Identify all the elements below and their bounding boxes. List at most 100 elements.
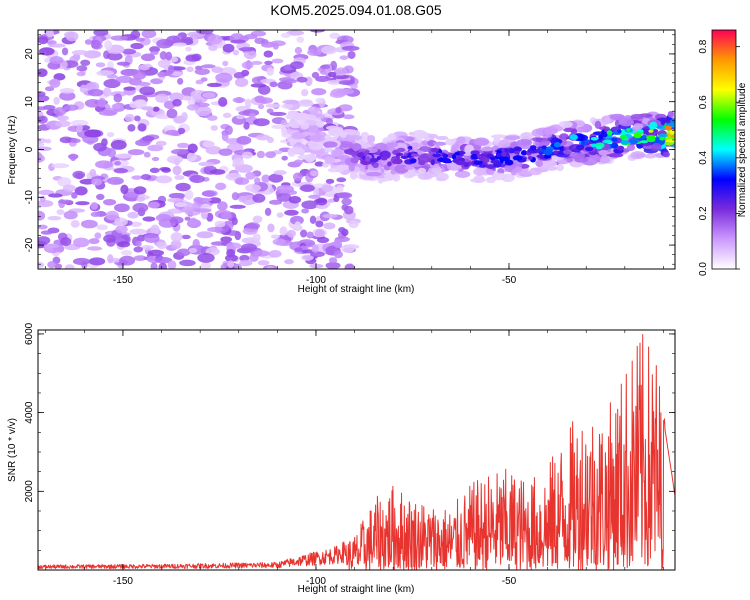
heatmap-noise-cell xyxy=(236,114,245,120)
heatmap-noise-cell xyxy=(242,151,253,159)
heatmap-noise-cell xyxy=(276,192,292,202)
heatmap-noise-cell xyxy=(156,241,168,250)
heatmap-noise-cell xyxy=(269,111,287,117)
heatmap-noise-cell xyxy=(116,61,131,66)
heatmap-noise-cell xyxy=(130,30,141,40)
heatmap-core-cell xyxy=(620,140,630,145)
heatmap-core-cell xyxy=(520,150,528,156)
heatmap-noise-cell xyxy=(273,170,287,176)
heatmap-noise-cell xyxy=(131,175,143,180)
heatmap-noise-cell xyxy=(38,68,48,77)
x-tick-label: -50 xyxy=(502,576,517,587)
heatmap-core-cell xyxy=(633,132,642,139)
heatmap-signal-cell xyxy=(412,129,427,139)
heatmap-noise-cell xyxy=(38,142,45,147)
heatmap-noise-cell xyxy=(229,204,246,209)
heatmap-core-cell xyxy=(553,150,559,155)
heatmap-core-cell xyxy=(452,159,459,163)
heatmap-noise-cell xyxy=(70,119,89,127)
colorbar-tick-label: 0.6 xyxy=(698,95,709,109)
heatmap-noise-cell xyxy=(309,263,324,269)
heatmap-noise-cell xyxy=(321,184,334,193)
heatmap-noise-cell xyxy=(143,233,160,243)
heatmap-signal-cell xyxy=(598,149,609,156)
heatmap-noise-cell xyxy=(38,224,48,230)
heatmap-noise-cell xyxy=(283,79,298,84)
heatmap-noise-cell xyxy=(165,51,173,61)
heatmap-noise-cell xyxy=(90,39,101,49)
heatmap-noise-cell xyxy=(54,263,63,269)
heatmap-noise-cell xyxy=(51,163,70,169)
heatmap-noise-cell xyxy=(88,238,100,245)
heatmap-noise-cell xyxy=(175,182,191,192)
snr-panel: -150 -100 -50 2000 4000 6000 Height of strai… xyxy=(7,322,676,595)
heatmap-noise-cell xyxy=(336,185,344,193)
heatmap-signal-cell xyxy=(302,131,311,137)
heatmap-core-cell xyxy=(584,146,594,152)
heatmap-signal-cell xyxy=(288,120,303,129)
heatmap-noise-cell xyxy=(147,144,164,152)
heatmap-noise-cell xyxy=(197,252,215,263)
heatmap-noise-cell xyxy=(230,39,247,44)
heatmap-core-cell xyxy=(442,157,452,164)
heatmap-noise-cell xyxy=(307,49,322,56)
heatmap-core-cell xyxy=(666,138,675,143)
heatmap-signal-cell xyxy=(544,161,558,167)
heatmap-noise-cell xyxy=(113,93,123,103)
heatmap-noise-cell xyxy=(250,83,267,88)
heatmap-noise-cell xyxy=(341,198,352,206)
heatmap-noise-cell xyxy=(265,151,277,159)
heatmap-noise-cell xyxy=(149,167,160,174)
heatmap-noise-cell xyxy=(208,197,222,204)
heatmap-core-cell xyxy=(400,155,409,160)
heatmap-noise-cell xyxy=(301,254,314,261)
heatmap-noise-cell xyxy=(72,170,86,179)
heatmap-noise-cell xyxy=(165,129,180,136)
heatmap-noise-cell xyxy=(252,233,261,242)
heatmap-noise-cell xyxy=(72,257,91,266)
heatmap-signal-cell xyxy=(491,134,507,139)
chart-title: KOM5.2025.094.01.08.G05 xyxy=(270,2,441,18)
heatmap-noise-cell xyxy=(231,192,240,201)
heatmap-core-cell xyxy=(598,134,604,140)
heatmap-core-cell xyxy=(504,159,513,166)
heatmap-noise-cell xyxy=(264,60,273,65)
heatmap-noise-cell xyxy=(143,151,151,158)
heatmap-noise-cell xyxy=(56,209,65,215)
heatmap-noise-cell xyxy=(103,87,112,97)
heatmap-noise-cell xyxy=(171,148,189,155)
heatmap-noise-cell xyxy=(147,249,165,257)
heatmap-signal-cell xyxy=(387,133,397,141)
heatmap-core-cell xyxy=(407,153,413,158)
heatmap-noise-cell xyxy=(322,213,338,219)
y-tick-label: 6000 xyxy=(24,322,35,345)
heatmap-noise-cell xyxy=(333,239,342,248)
heatmap-noise-cell xyxy=(159,51,168,60)
heatmap-noise-cell xyxy=(268,199,283,205)
y-tick-label: 20 xyxy=(24,48,35,60)
heatmap-noise-cell xyxy=(266,67,274,76)
heatmap-noise-cell xyxy=(281,32,291,39)
spectrogram-y-ticks: -20 -10 0 10 20 xyxy=(24,34,675,265)
heatmap-noise-cell xyxy=(38,152,43,163)
heatmap-signal-cell xyxy=(480,146,494,152)
heatmap-signal-cell xyxy=(309,134,325,143)
heatmap-noise-cell xyxy=(59,88,75,94)
heatmap-core-cell xyxy=(432,153,441,158)
heatmap-noise-cell xyxy=(245,222,260,230)
heatmap-noise-cell xyxy=(185,54,200,62)
heatmap-noise-cell xyxy=(106,176,124,185)
heatmap-core-cell xyxy=(410,158,417,163)
heatmap-signal-cell xyxy=(473,167,487,176)
heatmap-noise-cell xyxy=(106,132,115,138)
heatmap-signal-cell xyxy=(348,163,355,172)
heatmap-noise-cell xyxy=(336,177,347,183)
heatmap-noise-cell xyxy=(296,36,305,43)
heatmap-noise-cell xyxy=(74,186,88,196)
heatmap-signal-cell xyxy=(473,137,490,146)
heatmap-noise-cell xyxy=(170,239,182,250)
heatmap-noise-cell xyxy=(80,59,91,66)
heatmap-noise-cell xyxy=(141,135,155,142)
heatmap-noise-cell xyxy=(85,82,97,90)
heatmap-noise-cell xyxy=(166,155,183,164)
